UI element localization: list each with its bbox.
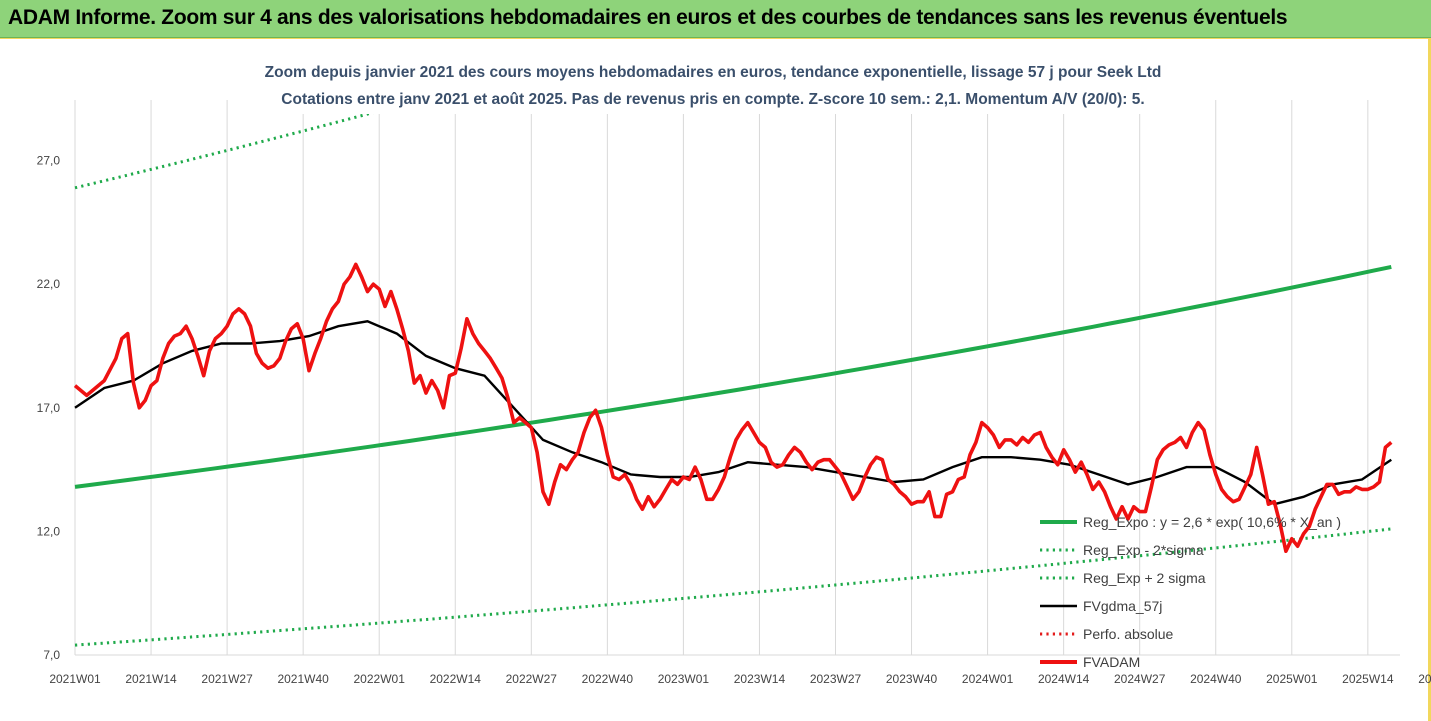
x-tick-label: 2021W27 — [201, 672, 253, 686]
x-tick-label: 2024W40 — [1190, 672, 1242, 686]
x-tick-label: 2021W01 — [49, 672, 101, 686]
x-tick-label: 2024W27 — [1114, 672, 1166, 686]
x-tick-label: 2021W40 — [277, 672, 329, 686]
x-axis-ticks: 2021W01 2021W14 2021W27 2021W40 2022W01 2022W… — [49, 672, 1431, 686]
x-tick-label: 2025W27 — [1418, 672, 1431, 686]
x-tick-label: 2025W01 — [1266, 672, 1318, 686]
banner-title: ADAM Informe. Zoom sur 4 ans des valoris… — [8, 6, 1288, 29]
y-tick-label: 7,0 — [43, 648, 60, 662]
series-line — [74, 320, 1392, 506]
x-tick-label: 2022W27 — [506, 672, 558, 686]
legend-label: FVgdma_57j — [1083, 598, 1162, 614]
x-tick-label: 2023W01 — [658, 672, 710, 686]
x-tick-label: 2022W01 — [354, 672, 406, 686]
chart-frame — [0, 38, 1431, 721]
x-tick-label: 2021W14 — [125, 672, 177, 686]
x-tick-label: 2023W27 — [810, 672, 862, 686]
y-tick-label: 27,0 — [37, 154, 61, 168]
chart-subtitle: Cotations entre janv 2021 et août 2025. … — [281, 91, 1144, 108]
y-tick-label: 17,0 — [37, 401, 61, 415]
legend-label: Reg_Exp - 2*sigma — [1083, 542, 1204, 558]
x-tick-label: 2024W14 — [1038, 672, 1090, 686]
legend-label: FVADAM — [1083, 654, 1140, 670]
x-tick-label: 2024W01 — [962, 672, 1014, 686]
chart: 2021W01 2021W14 2021W27 2021W40 2022W01 2022W… — [37, 56, 1431, 686]
x-tick-label: 2023W40 — [886, 672, 938, 686]
legend-label: Perfo. absolue — [1083, 626, 1173, 642]
y-tick-label: 22,0 — [37, 277, 61, 291]
header-banner: ADAM Informe. Zoom sur 4 ans des valoris… — [0, 0, 1431, 38]
x-tick-label: 2022W40 — [582, 672, 634, 686]
series-line — [74, 264, 1392, 489]
chart-title: Zoom depuis janvier 2021 des cours moyen… — [265, 64, 1162, 81]
title-backdrop — [246, 56, 1181, 114]
y-tick-label: 12,0 — [37, 524, 61, 538]
series-line — [73, 262, 1393, 553]
grid-lines — [74, 100, 1400, 656]
x-tick-label: 2023W14 — [734, 672, 786, 686]
x-tick-label: 2025W14 — [1342, 672, 1394, 686]
series — [73, 100, 1393, 647]
legend-label: Reg_Expo : y = 2,6 * exp( 10,6% * X_an ) — [1083, 514, 1341, 530]
legend: Reg_Expo : y = 2,6 * exp( 10,6% * X_an )… — [1040, 514, 1341, 670]
series-line — [74, 100, 426, 190]
x-tick-label: 2022W14 — [430, 672, 482, 686]
legend-label: Reg_Exp + 2 sigma — [1083, 570, 1206, 586]
series-line — [74, 527, 1392, 647]
y-axis-ticks: 7,0 12,0 17,0 22,0 27,0 — [37, 154, 61, 662]
